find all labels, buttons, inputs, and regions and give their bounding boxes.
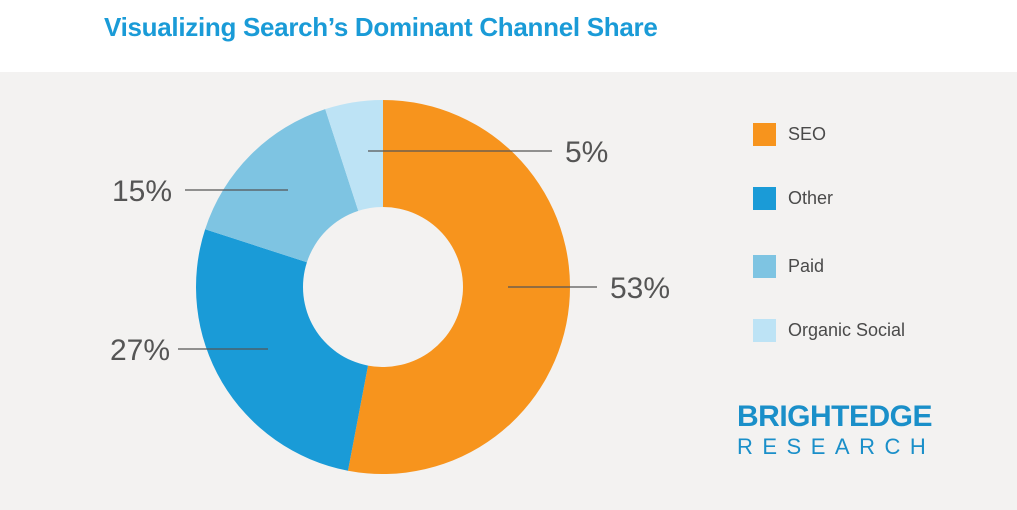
legend-swatch-organic-social <box>753 318 776 342</box>
slice-organic-social <box>325 100 383 211</box>
data-label-other: 27% <box>110 334 170 367</box>
legend-item-seo: SEO <box>753 122 826 146</box>
legend-swatch-paid <box>753 254 776 278</box>
legend: SEO Other Paid Organic Social <box>753 72 993 372</box>
slice-other <box>195 229 369 471</box>
chart-title: Visualizing Search’s Dominant Channel Sh… <box>104 12 658 42</box>
legend-label-paid: Paid <box>788 255 825 276</box>
slice-paid <box>205 109 359 263</box>
legend-item-paid: Paid <box>753 254 824 278</box>
legend-label-other: Other <box>788 187 834 208</box>
legend-label-organic-social: Organic Social <box>788 319 906 340</box>
legend-swatch-other <box>753 186 776 210</box>
data-label-seo: 53% <box>610 272 670 305</box>
slice-seo <box>347 100 570 474</box>
data-label-organic-social: 5% <box>565 136 608 169</box>
data-label-paid: 15% <box>112 175 172 208</box>
logo-subtitle: RESEARCH <box>737 434 936 459</box>
legend-item-organic-social: Organic Social <box>753 318 905 342</box>
legend-swatch-seo <box>753 122 776 146</box>
donut-chart: 53% 27% 15% 5% <box>110 100 670 474</box>
logo-wordmark: BRIGHTEDGE <box>737 400 933 433</box>
legend-label-seo: SEO <box>788 123 827 144</box>
brightedge-logo: BRIGHTEDGE RESEARCH <box>737 400 936 460</box>
legend-item-other: Other <box>753 186 833 210</box>
chart-panel: 53% 27% 15% 5% SEO Other Paid Organic Socia… <box>0 72 1017 510</box>
